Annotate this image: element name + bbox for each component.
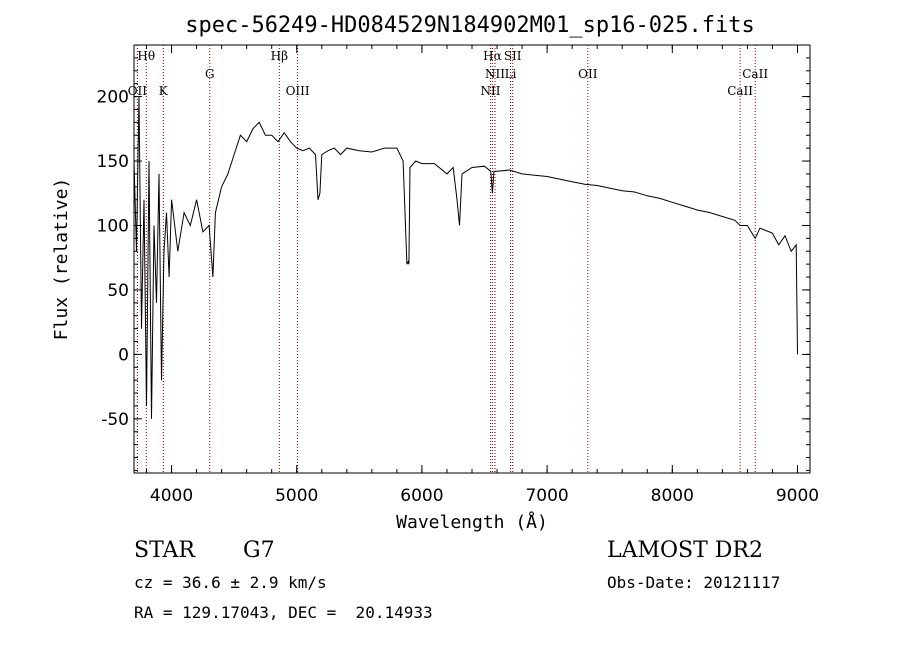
spectral-subclass: G7 <box>243 538 275 563</box>
x-tick-label-4: 8000 <box>651 486 694 506</box>
chart-title: spec-56249-HD084529N184902M01_sp16-025.f… <box>185 13 755 38</box>
y-tick-label-3: 100 <box>97 216 129 236</box>
line-label-3: G <box>205 67 215 81</box>
x-tick-label-0: 4000 <box>150 486 193 506</box>
coordinates: RA = 129.17043, DEC = 20.14933 <box>134 603 433 622</box>
y-tick-label-4: 150 <box>97 152 129 172</box>
line-label-4: Hβ <box>271 49 288 63</box>
survey-name: LAMOST DR2 <box>607 538 763 563</box>
y-tick-label-0: -50 <box>101 410 129 430</box>
line-label-0: Hθ <box>137 49 155 63</box>
y-tick-label-5: 200 <box>97 88 129 108</box>
object-class: STAR <box>134 538 195 563</box>
x-tick-label-1: 5000 <box>275 486 318 506</box>
x-axis: 4000 5000 6000 7000 8000 9000 <box>146 45 819 506</box>
line-label-5: OIII <box>286 84 310 98</box>
plot-frame <box>133 44 811 474</box>
line-label-7: SII <box>504 49 522 63</box>
line-label-2: K <box>159 84 169 98</box>
observation-date: Obs-Date: 20121117 <box>607 573 781 592</box>
spectrum-line <box>133 96 798 419</box>
y-axis: -50 0 50 100 150 200 <box>97 57 810 471</box>
x-tick-label-5: 9000 <box>776 486 819 506</box>
x-tick-label-2: 6000 <box>400 486 443 506</box>
y-axis-label: Flux (relative) <box>51 178 72 341</box>
y-tick-label-1: 0 <box>118 345 129 365</box>
line-label-10: NII <box>481 84 501 98</box>
line-label-13: CaII <box>727 84 753 98</box>
redshift-info: cz = 36.6 ± 2.9 km/s <box>134 573 327 592</box>
line-label-12: CaII <box>742 67 768 81</box>
x-tick-label-3: 7000 <box>525 486 568 506</box>
line-label-6: Hα <box>483 49 502 63</box>
y-tick-label-2: 50 <box>107 281 129 301</box>
line-label-1: OII <box>128 84 148 98</box>
line-label-9: Li <box>505 67 517 81</box>
x-axis-label: Wavelength (Å) <box>396 511 548 533</box>
line-label-11: OII <box>578 67 598 81</box>
line-label-8: NII <box>485 67 505 81</box>
